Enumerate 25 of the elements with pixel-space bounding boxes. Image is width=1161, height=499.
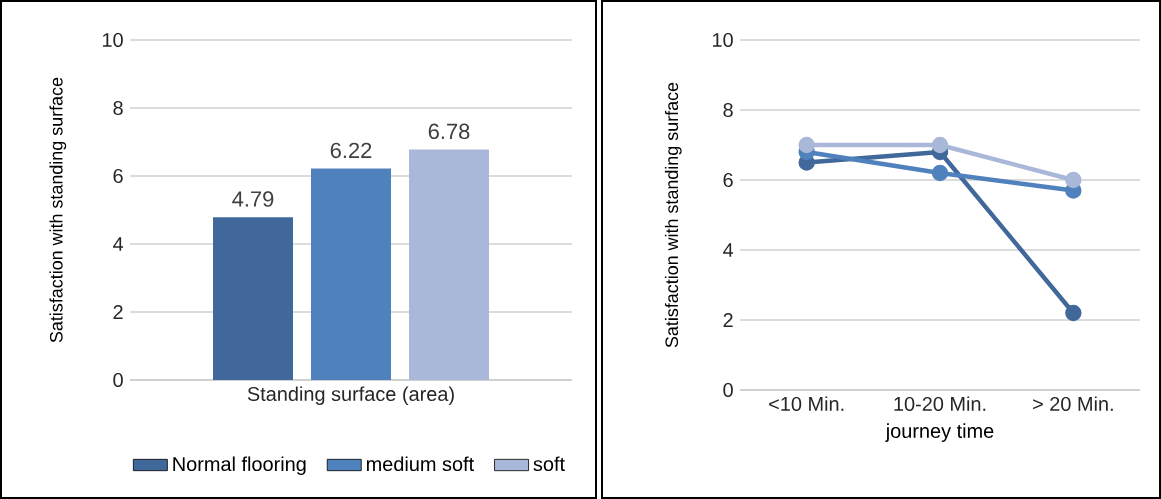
legend-label: medium soft — [366, 456, 474, 472]
x-tick-label: 10-20 Min. — [894, 396, 986, 411]
data-label: 4.79 — [232, 191, 274, 207]
y-tick-label: 4 — [113, 237, 124, 251]
x-tick-label: <10 Min. — [769, 396, 844, 411]
y-tick-label: 2 — [723, 313, 733, 327]
y-tick-label: 6 — [723, 172, 733, 188]
x-axis-title: journey time — [885, 423, 994, 442]
data-label: 6.78 — [428, 123, 470, 140]
y-tick-label: 8 — [723, 102, 733, 118]
data-label: 6.22 — [330, 142, 372, 159]
y-tick-label: 10 — [102, 32, 123, 48]
x-tick-label: > 20 Min. — [1033, 396, 1113, 411]
y-tick-label: 4 — [723, 243, 734, 257]
y-tick-label: 0 — [113, 372, 123, 388]
legend-label: Normal flooring — [173, 456, 306, 475]
x-tick-label: Standing surface (area) — [247, 386, 454, 405]
y-tick-label: 6 — [113, 168, 123, 184]
y-axis-title: Satisfaction with standing surface — [664, 82, 682, 348]
y-tick-label: 8 — [113, 100, 123, 116]
y-tick-label: 10 — [713, 32, 733, 48]
y-axis-title: Satisfaction with standing surface — [49, 77, 67, 343]
legend-label: soft — [533, 456, 565, 472]
y-tick-label: 0 — [723, 382, 733, 398]
y-tick-label: 2 — [113, 305, 123, 319]
